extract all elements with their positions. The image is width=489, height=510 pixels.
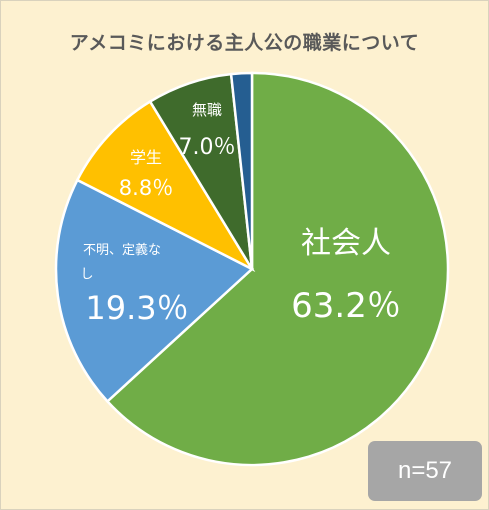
slice-name-label-1-line-1: し	[80, 267, 93, 282]
sample-size-badge: n=57	[368, 441, 482, 501]
pie-slice-4	[229, 71, 254, 270]
chart-title: アメコミにおける主人公の職業について	[69, 32, 420, 54]
slice-value-label-1: 19.3％	[85, 289, 188, 327]
slice-name-label-2: 学生	[130, 148, 162, 167]
pie-slices	[54, 71, 450, 467]
slice-name-label-0: 社会人	[301, 226, 391, 261]
pie-slice-2	[75, 99, 256, 273]
slice-name-label-3: 無職	[192, 101, 222, 119]
slice-value-label-3: 7.0％	[179, 135, 236, 160]
slice-value-label-2: 8.8％	[119, 176, 173, 200]
slice-value-label-0: 63.2％	[291, 286, 401, 326]
slice-name-label-1-line-0: 不明、定義な	[83, 242, 161, 258]
pie-slice-0	[105, 71, 450, 467]
pie-slice-1	[54, 178, 255, 404]
